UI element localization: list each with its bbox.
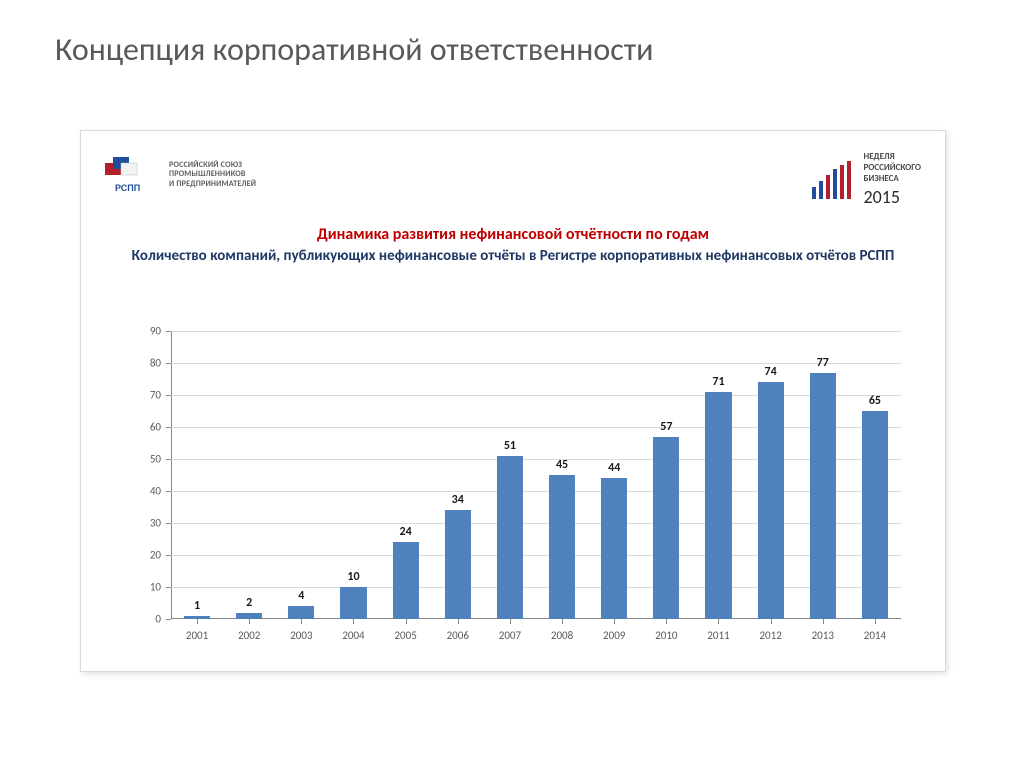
- x-tick-label: 2010: [655, 629, 677, 642]
- rspp-org-name: РОССИЙСКИЙ СОЮЗ ПРОМЫШЛЕННИКОВ И ПРЕДПРИ…: [169, 161, 256, 189]
- x-tick-label: 2004: [342, 629, 364, 642]
- bar: 24: [393, 542, 419, 619]
- bar-slot: 652014: [849, 331, 901, 619]
- nrb-year: 2015: [864, 186, 921, 208]
- rspp-abbr: РСПП: [115, 183, 140, 193]
- slide: Концепция корпоративной ответственности …: [0, 0, 1024, 767]
- bar: 44: [601, 478, 627, 619]
- bar-value-label: 1: [194, 599, 200, 613]
- bar-value-label: 2: [246, 596, 252, 610]
- bar-value-label: 45: [556, 458, 568, 472]
- x-tick-label: 2012: [759, 629, 781, 642]
- x-tick-mark: [562, 619, 563, 624]
- bar-slot: 452008: [536, 331, 588, 619]
- nrb-bars-icon: [810, 159, 854, 201]
- x-tick-label: 2001: [186, 629, 208, 642]
- bar-slot: 12001: [171, 331, 223, 619]
- x-tick-mark: [197, 619, 198, 624]
- chart-card: РСПП РОССИЙСКИЙ СОЮЗ ПРОМЫШЛЕННИКОВ И ПР…: [80, 130, 946, 672]
- y-tick-label: 20: [150, 549, 161, 562]
- bar-value-label: 34: [452, 493, 464, 507]
- nrb-line3: БИЗНЕСА: [864, 173, 921, 184]
- y-tick-label: 40: [150, 485, 161, 498]
- nrb-line2: РОССИЙСКОГО: [864, 162, 921, 173]
- bar: 10: [340, 587, 366, 619]
- chart-title: Динамика развития нефинансовой отчётност…: [81, 225, 945, 244]
- y-tick-label: 50: [150, 453, 161, 466]
- bar-value-label: 65: [869, 394, 881, 408]
- x-tick-label: 2008: [551, 629, 573, 642]
- bar-value-label: 51: [504, 439, 516, 453]
- bar-slot: 712011: [692, 331, 744, 619]
- bar-value-label: 44: [608, 461, 620, 475]
- y-tick-label: 0: [155, 613, 161, 626]
- slide-title: Концепция корпоративной ответственности: [55, 30, 653, 69]
- y-tick-mark: [166, 619, 171, 620]
- rspp-icon: РСПП: [105, 153, 159, 197]
- x-tick-mark: [614, 619, 615, 624]
- bar-value-label: 4: [298, 589, 304, 603]
- x-tick-mark: [458, 619, 459, 624]
- bar-value-label: 77: [817, 356, 829, 370]
- bar-slot: 742012: [745, 331, 797, 619]
- x-tick-mark: [823, 619, 824, 624]
- x-tick-mark: [249, 619, 250, 624]
- x-tick-label: 2013: [812, 629, 834, 642]
- x-tick-label: 2007: [499, 629, 521, 642]
- x-tick-mark: [666, 619, 667, 624]
- bar: 71: [705, 392, 731, 619]
- logo-nrb: НЕДЕЛЯ РОССИЙСКОГО БИЗНЕСА 2015: [810, 151, 921, 208]
- x-tick-mark: [771, 619, 772, 624]
- x-tick-label: 2014: [864, 629, 886, 642]
- bar-slot: 42003: [275, 331, 327, 619]
- bar-slot: 572010: [640, 331, 692, 619]
- bar: 4: [288, 606, 314, 619]
- bar: 57: [653, 437, 679, 619]
- y-tick-label: 90: [150, 325, 161, 338]
- x-tick-label: 2002: [238, 629, 260, 642]
- x-tick-mark: [875, 619, 876, 624]
- y-tick-label: 80: [150, 357, 161, 370]
- bar-value-label: 24: [400, 525, 412, 539]
- bar-slot: 772013: [797, 331, 849, 619]
- x-tick-label: 2005: [394, 629, 416, 642]
- x-tick-mark: [353, 619, 354, 624]
- x-tick-label: 2011: [707, 629, 729, 642]
- x-tick-mark: [718, 619, 719, 624]
- y-tick-label: 10: [150, 581, 161, 594]
- y-tick-label: 70: [150, 389, 161, 402]
- x-tick-mark: [406, 619, 407, 624]
- plot-area: 0102030405060708090120012200242003102004…: [171, 331, 901, 619]
- y-tick-label: 60: [150, 421, 161, 434]
- bar: 51: [497, 456, 523, 619]
- bar-value-label: 71: [712, 375, 724, 389]
- header-logos: РСПП РОССИЙСКИЙ СОЮЗ ПРОМЫШЛЕННИКОВ И ПР…: [105, 145, 921, 215]
- x-tick-label: 2006: [447, 629, 469, 642]
- bar: 34: [445, 510, 471, 619]
- y-tick-label: 30: [150, 517, 161, 530]
- bar-value-label: 74: [765, 365, 777, 379]
- bar: 74: [758, 382, 784, 619]
- x-tick-label: 2003: [290, 629, 312, 642]
- bar-value-label: 10: [347, 570, 359, 584]
- bar-value-label: 57: [660, 420, 672, 434]
- logo-rspp: РСПП РОССИЙСКИЙ СОЮЗ ПРОМЫШЛЕННИКОВ И ПР…: [105, 153, 256, 197]
- bar: 45: [549, 475, 575, 619]
- nrb-text-block: НЕДЕЛЯ РОССИЙСКОГО БИЗНЕСА 2015: [864, 151, 921, 208]
- bar-slot: 342006: [432, 331, 484, 619]
- x-tick-label: 2009: [603, 629, 625, 642]
- bar-slot: 102004: [327, 331, 379, 619]
- x-tick-mark: [510, 619, 511, 624]
- bar: 77: [810, 373, 836, 619]
- bar-slot: 442009: [588, 331, 640, 619]
- bar: 65: [862, 411, 888, 619]
- x-tick-mark: [301, 619, 302, 624]
- bar-slot: 22002: [223, 331, 275, 619]
- nrb-line1: НЕДЕЛЯ: [864, 151, 921, 162]
- chart-subtitle: Количество компаний, публикующих нефинан…: [81, 246, 945, 266]
- bar-slot: 242005: [380, 331, 432, 619]
- bar-slot: 512007: [484, 331, 536, 619]
